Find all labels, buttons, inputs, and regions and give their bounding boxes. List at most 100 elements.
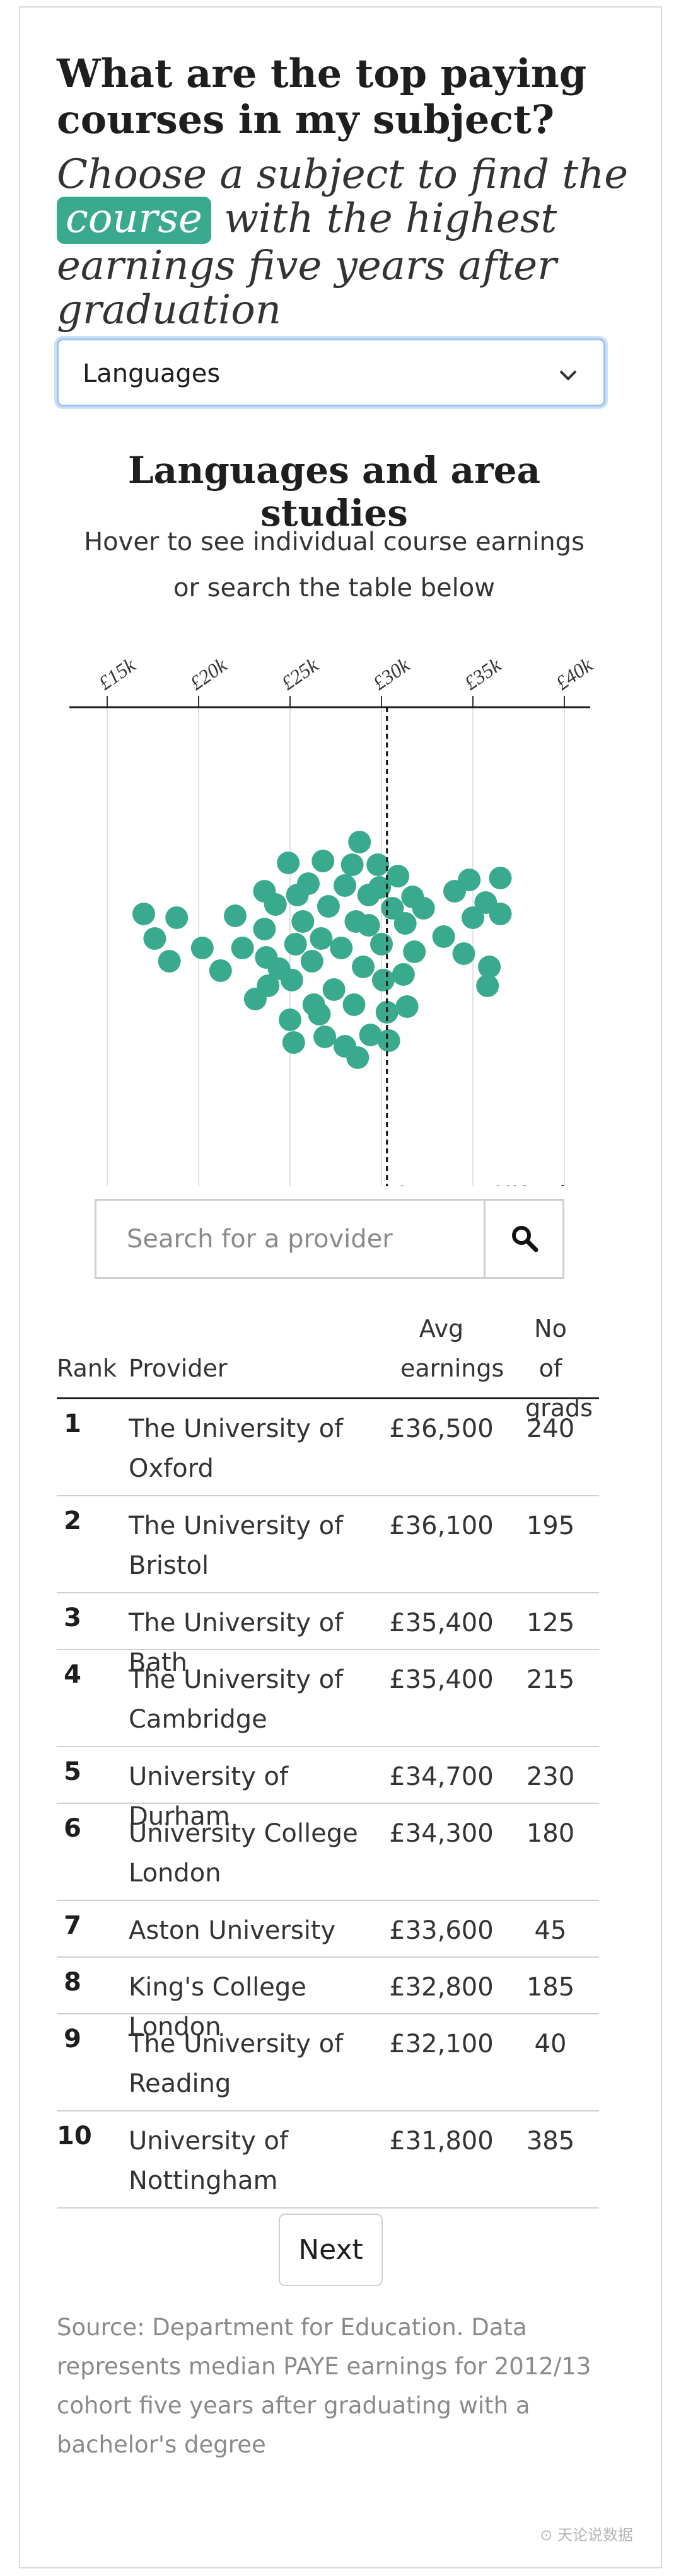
earnings-cell: £34,300: [389, 1819, 494, 1848]
data-point: [132, 903, 155, 925]
data-point: [322, 978, 346, 1001]
data-point: [317, 895, 340, 918]
data-point: [478, 956, 501, 978]
data-point: [340, 853, 364, 876]
data-point: [300, 950, 323, 973]
source-note: Source: Department for Education. Data r…: [57, 2314, 591, 2458]
provider-cell: The University of Bath: [129, 1609, 344, 1677]
grads-cell: 40: [534, 2030, 567, 2059]
earnings-cell: £32,100: [389, 2030, 494, 2059]
graphic-frame: What are the top paying courses in my su…: [19, 6, 662, 2568]
grads-cell: 180: [526, 1819, 575, 1848]
provider-cell: University College London: [129, 1819, 358, 1888]
data-point: [190, 937, 214, 959]
header-earnings: Avg earnings: [400, 1315, 504, 1382]
data-point: [395, 995, 419, 1018]
data-point: [158, 950, 181, 973]
provider-cell: The University of Oxford: [129, 1414, 344, 1483]
average-salary-label: Average UK salary: [395, 1182, 603, 1186]
search-input[interactable]: [96, 1201, 487, 1277]
data-point: [209, 959, 232, 982]
data-point: [277, 852, 300, 874]
provider-cell: The University of Reading: [129, 2030, 344, 2098]
data-point: [224, 904, 247, 927]
earnings-cell: £31,800: [389, 2127, 494, 2156]
subheading-before: Choose a subject to find the: [57, 151, 629, 198]
rank-cell: 10: [57, 2122, 92, 2151]
data-point: [432, 925, 455, 948]
data-point: [165, 906, 189, 929]
data-point: [370, 933, 393, 956]
data-point: [297, 872, 320, 895]
table-row: 9 The University of Reading £32,100 40: [57, 2014, 599, 2111]
table-row: 1 The University of Oxford £36,500 240: [57, 1399, 599, 1496]
data-point: [359, 1024, 382, 1046]
table-row: 8 King's College London £32,800 185: [57, 1958, 599, 2042]
search-icon: [512, 1226, 538, 1252]
x-tick-label: £25k: [277, 653, 322, 695]
grads-cell: 230: [526, 1762, 575, 1791]
x-tick-label: £30k: [368, 653, 414, 695]
data-point: [334, 874, 356, 897]
x-tick-label: £40k: [551, 653, 597, 695]
data-point: [403, 940, 426, 963]
data-point: [291, 910, 315, 933]
grads-cell: 125: [526, 1609, 575, 1637]
x-tick-label: £20k: [185, 653, 231, 695]
grads-cell: 215: [526, 1665, 575, 1694]
grads-cell: 385: [526, 2127, 575, 2156]
table-row: 7 Aston University £33,600 45: [57, 1901, 599, 1958]
data-point: [330, 937, 353, 959]
earnings-cell: £35,400: [389, 1609, 494, 1637]
x-tick-label: £15k: [94, 653, 139, 695]
search-button[interactable]: [484, 1201, 562, 1277]
chart-title: Languages and area studies: [127, 449, 541, 534]
data-point: [352, 956, 375, 978]
data-point: [371, 969, 395, 991]
data-point: [280, 969, 303, 991]
provider-cell: University of Durham: [129, 1762, 289, 1831]
table-row: 3 The University of Bath £35,400 125: [57, 1593, 599, 1677]
data-point: [476, 974, 499, 997]
header-provider: Provider: [129, 1354, 228, 1382]
next-button[interactable]: Next: [279, 2214, 383, 2286]
grads-cell: 195: [526, 1511, 575, 1540]
data-point: [282, 1031, 305, 1054]
subject-select-value: Languages: [83, 359, 221, 388]
rank-cell: 3: [64, 1603, 81, 1632]
provider-cell: King's College London: [129, 1973, 306, 2042]
data-point: [489, 903, 512, 925]
data-point: [462, 906, 484, 929]
data-point: [368, 876, 392, 899]
chevron-down-icon: [559, 370, 577, 381]
rank-cell: 6: [64, 1814, 81, 1843]
table-row: 2 The University of Bristol £36,100 195: [57, 1496, 599, 1593]
rank-cell: 5: [64, 1757, 81, 1786]
chart-subtitle: Hover to see individual course earnings …: [84, 528, 585, 603]
rank-cell: 8: [64, 1968, 81, 1997]
provider-cell: The University of Bristol: [129, 1511, 344, 1580]
data-point: [393, 912, 417, 935]
x-tick-label: £35k: [460, 653, 505, 695]
data-point: [366, 853, 390, 876]
provider-cell: Aston University: [129, 1916, 336, 1945]
data-point: [452, 942, 475, 965]
grads-cell: 240: [526, 1414, 575, 1443]
table-row: 5 University of Durham £34,700 230: [57, 1747, 599, 1831]
data-point: [313, 1025, 337, 1048]
data-point: [342, 993, 366, 1016]
subject-select[interactable]: Languages: [57, 338, 605, 407]
table-header: Rank Provider Avg earnings No of grads: [57, 1293, 599, 1422]
earnings-cell: £33,600: [389, 1916, 494, 1945]
data-point: [311, 850, 335, 872]
rank-cell: 4: [64, 1660, 81, 1689]
earnings-cell: £35,400: [389, 1665, 494, 1694]
page-title: What are the top paying courses in my su…: [57, 50, 587, 143]
provider-cell: The University of Cambridge: [129, 1665, 344, 1734]
subheading-after: with the highest earnings five years aft…: [57, 195, 557, 334]
data-point: [143, 927, 166, 950]
results-table: Rank Provider Avg earnings No of grads 1…: [57, 1293, 599, 2209]
earnings-beeswarm-chart: £15k £20k £25k £30k £35k £40k Average UK salar…: [69, 653, 603, 1186]
data-point: [412, 897, 435, 920]
earnings-cell: £36,100: [389, 1511, 494, 1540]
